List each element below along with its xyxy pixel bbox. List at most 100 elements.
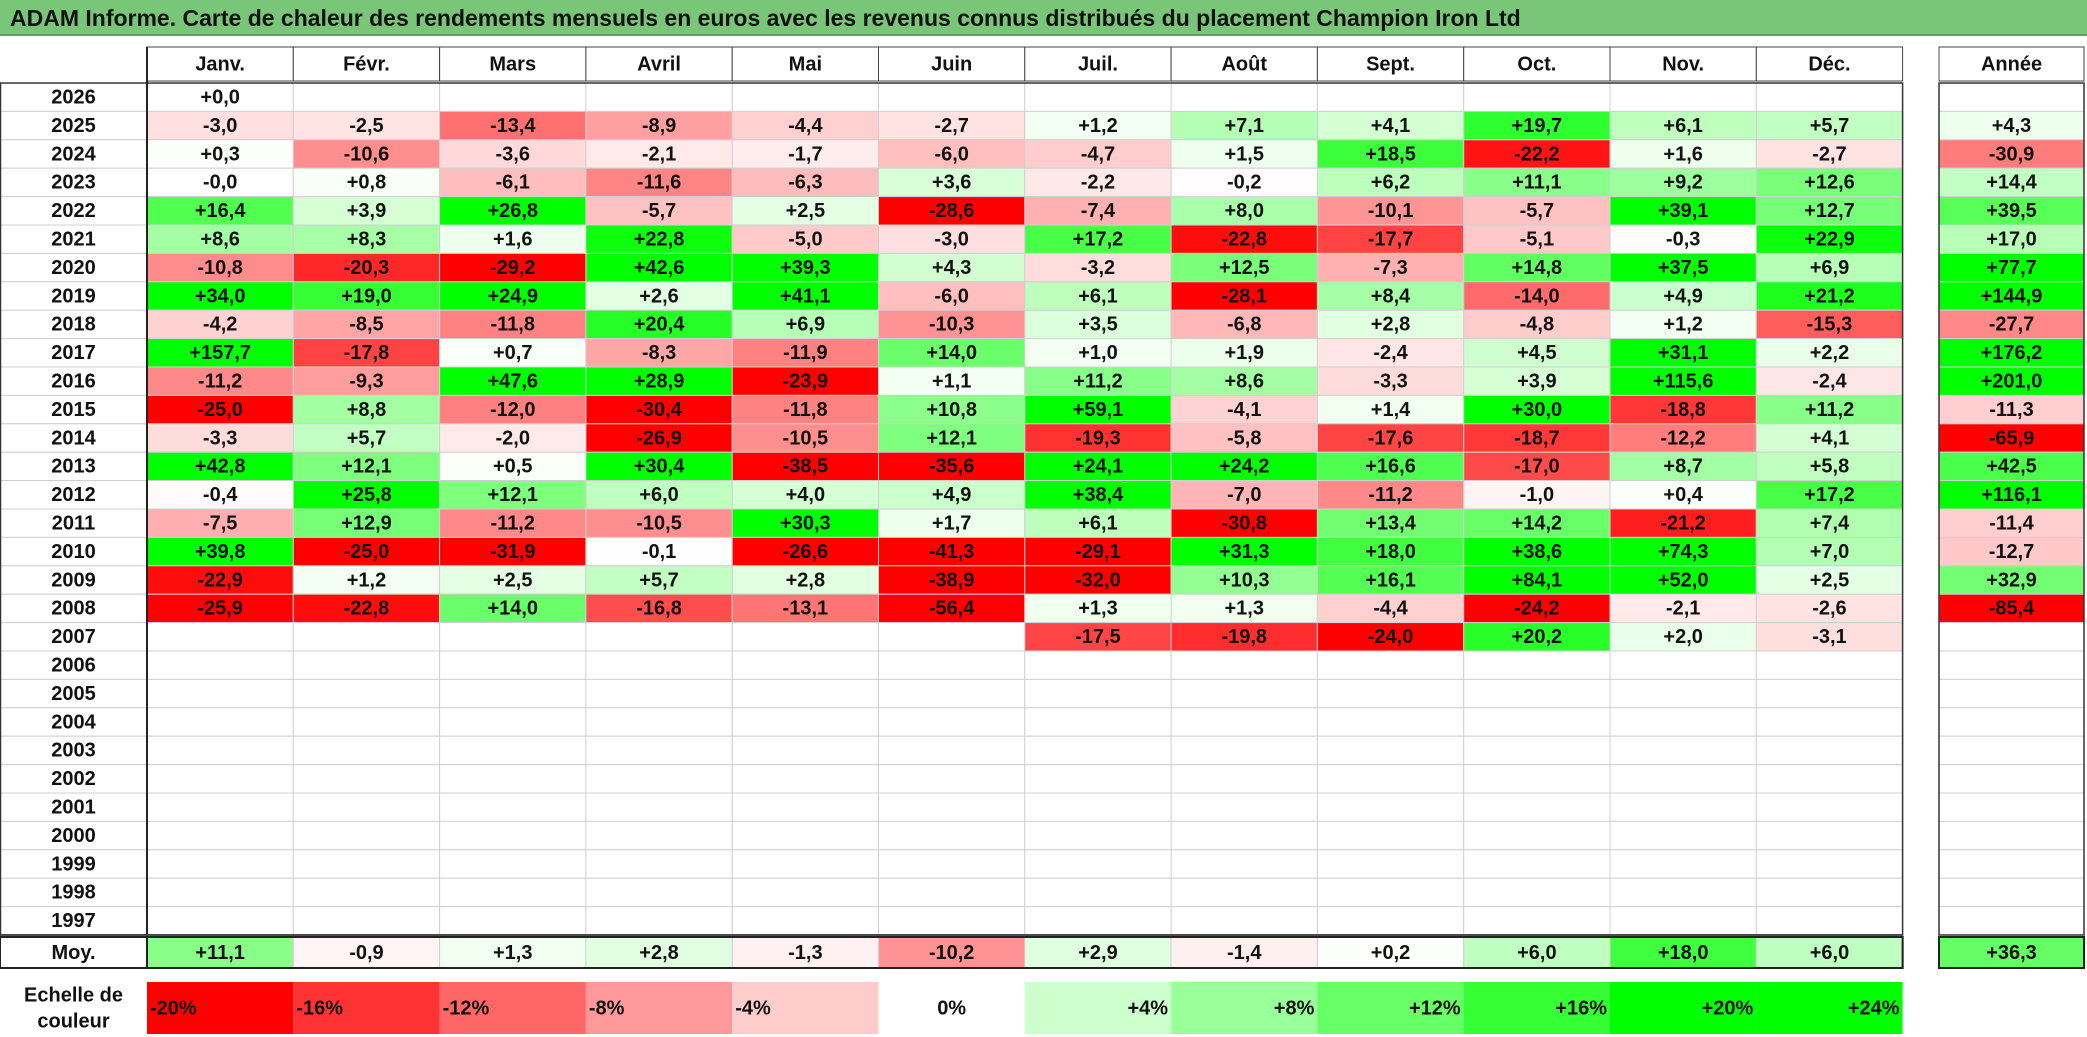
heat-cell <box>1463 366 1611 396</box>
heat-cell <box>1024 707 1172 737</box>
heat-cell-value: +42,8 <box>195 456 246 478</box>
heat-cell <box>731 593 880 624</box>
average-cell-value: +0,2 <box>1371 942 1410 964</box>
heat-cell-value: -6,0 <box>934 143 968 165</box>
heat-cell-value: +18,0 <box>1365 541 1416 563</box>
year-label: 2026 <box>51 86 96 108</box>
heat-cell <box>1170 678 1318 709</box>
heat-cell <box>1316 593 1465 624</box>
heat-cell-value: +18,5 <box>1365 143 1416 165</box>
color-scale-label-line1: Echelle de <box>24 984 123 1006</box>
heat-cell-value: +8,7 <box>1663 456 1702 478</box>
heat-cell <box>146 678 294 709</box>
heat-cell-value: -13,4 <box>490 115 536 137</box>
heat-cell-value: +8,6 <box>200 228 239 250</box>
heat-cell-value: +74,3 <box>1658 541 1709 563</box>
annual-cell <box>1938 451 2085 482</box>
annual-cell-value: +77,7 <box>1986 257 2037 279</box>
heat-cell <box>1024 281 1172 311</box>
heat-cell-value: -5,1 <box>1520 228 1554 250</box>
heat-cell <box>878 139 1026 169</box>
heat-cell <box>1316 394 1465 425</box>
heat-cell-value: -17,7 <box>1368 228 1414 250</box>
color-scale-swatch <box>293 982 440 1034</box>
heat-cell <box>439 735 587 766</box>
annual-cell-value: +32,9 <box>1986 569 2037 591</box>
heat-cell <box>1463 281 1611 311</box>
annual-cell <box>1938 877 2085 908</box>
heat-cell-value: -0,3 <box>1666 228 1700 250</box>
heat-cell-value: +2,5 <box>786 200 825 222</box>
heat-cell-value: +6,9 <box>786 314 825 336</box>
heat-cell <box>1463 394 1611 425</box>
heat-cell <box>292 877 441 908</box>
heat-cell <box>1609 820 1757 851</box>
year-label-cell <box>0 735 148 766</box>
heat-cell <box>585 735 733 766</box>
color-scale-swatch <box>1171 982 1318 1034</box>
heat-cell <box>1024 906 1172 936</box>
heat-cell <box>585 252 733 283</box>
heat-cell-value: -31,9 <box>490 541 536 563</box>
year-label: 2014 <box>51 427 96 449</box>
heat-cell <box>1609 252 1757 283</box>
color-scale-label: +12% <box>1409 997 1461 1019</box>
year-label-cell <box>0 423 148 453</box>
heat-cell <box>731 707 880 737</box>
heat-cell-value: -16,8 <box>636 598 682 620</box>
heat-cell-value: -10,1 <box>1368 200 1414 222</box>
annual-cell <box>1938 735 2085 766</box>
heat-cell-value: +30,0 <box>1512 399 1563 421</box>
heat-cell <box>146 622 294 652</box>
heat-cell-value: +84,1 <box>1512 569 1563 591</box>
heat-cell-value: +6,2 <box>1371 172 1410 194</box>
year-label-cell <box>0 480 148 510</box>
heat-cell-value: -41,3 <box>929 541 975 563</box>
heat-cell-value: +39,1 <box>1658 200 1709 222</box>
heat-cell <box>1316 764 1465 794</box>
heat-cell-value: +5,7 <box>639 569 678 591</box>
heat-cell-value: -7,5 <box>203 512 237 534</box>
heat-cell-value: -18,8 <box>1660 399 1706 421</box>
heat-cell <box>585 792 733 822</box>
heat-cell <box>731 82 880 112</box>
heat-cell <box>1024 678 1172 709</box>
heat-cell-value: +2,8 <box>786 569 825 591</box>
year-label: 2010 <box>51 541 96 563</box>
heat-cell-value: +1,4 <box>1371 399 1411 421</box>
year-label: 2020 <box>51 257 96 279</box>
heat-cell-value: -4,7 <box>1081 143 1115 165</box>
heat-cell-value: +12,1 <box>341 456 392 478</box>
heat-cell <box>585 820 733 851</box>
heat-cell <box>585 593 733 624</box>
heat-cell-value: -1,7 <box>788 143 822 165</box>
heat-cell-value: -3,3 <box>203 427 237 449</box>
heat-cell <box>731 820 880 851</box>
heat-cell <box>146 110 294 141</box>
month-header-1: Janv. <box>195 53 245 75</box>
heat-cell-value: +157,7 <box>189 342 251 364</box>
heat-cell-value: -29,2 <box>490 257 536 279</box>
heat-cell-value: -11,8 <box>491 314 535 336</box>
heat-cell <box>292 820 441 851</box>
year-label: 2019 <box>51 285 96 307</box>
heat-cell <box>1755 196 1904 226</box>
heat-cell <box>1170 480 1318 510</box>
color-scale-label: -20% <box>150 997 197 1019</box>
heat-cell <box>878 877 1026 908</box>
heat-cell <box>878 196 1026 226</box>
heat-cell-value: +6,9 <box>1810 257 1849 279</box>
heat-cell-value: -38,5 <box>783 456 829 478</box>
annual-cell <box>1938 366 2085 396</box>
heat-cell-value: -11,9 <box>783 342 827 364</box>
average-annual-cell <box>1938 936 2085 969</box>
average-cell <box>1463 936 1611 969</box>
year-label: 2003 <box>51 740 96 762</box>
annual-cell-value: +144,9 <box>1981 285 2043 307</box>
month-header-4: Avril <box>637 53 681 75</box>
heat-cell-value: +0,5 <box>493 456 532 478</box>
heat-cell-value: -23,9 <box>783 370 829 392</box>
heat-cell <box>1316 877 1465 908</box>
heat-cell <box>1755 849 1904 879</box>
heat-cell <box>439 82 587 112</box>
